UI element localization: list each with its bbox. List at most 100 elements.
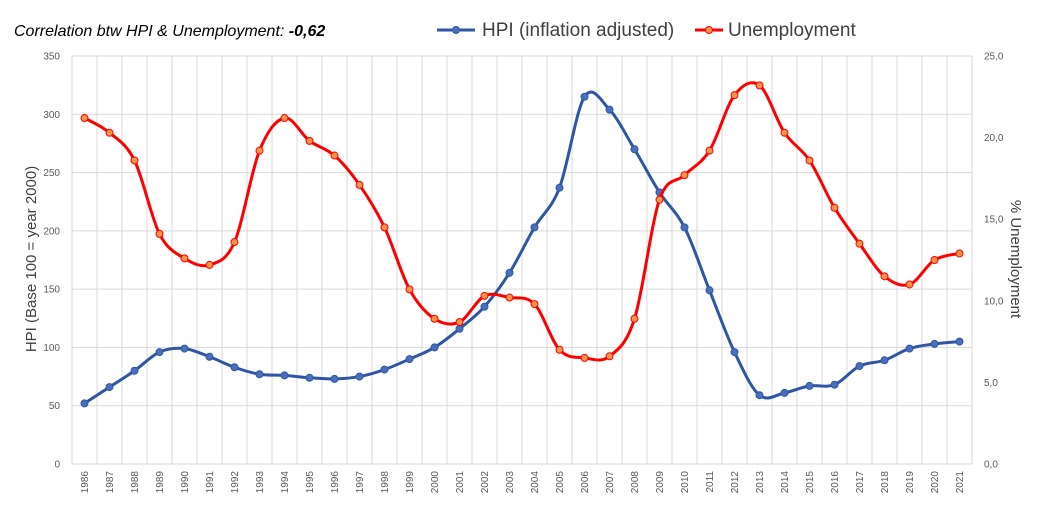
x-tick-label: 2012 <box>730 471 741 494</box>
series-unemployment-point <box>930 256 939 264</box>
series-hpi-point <box>855 362 864 371</box>
series-hpi-point <box>705 286 714 295</box>
x-tick-label: 2000 <box>430 471 441 494</box>
series-unemployment-point <box>130 156 139 165</box>
y-axis-left-title: HPI (Base 100 = year 2000) <box>23 166 40 352</box>
series-unemployment-point <box>730 91 739 100</box>
series-unemployment-point <box>380 223 389 232</box>
right-axis-ticks: 0,0 5,0 10,0 15,0 20,0 25,0 <box>984 52 1004 471</box>
series-unemployment-point <box>230 238 239 247</box>
series-hpi-point <box>430 343 439 352</box>
series-hpi-point <box>305 373 314 382</box>
y-left-tick-label: 250 <box>43 168 60 179</box>
x-tick-label: 1987 <box>105 471 116 494</box>
x-tick-label: 1989 <box>155 471 166 494</box>
series-unemployment-point <box>205 260 214 269</box>
y-axis-right-title: % Unemployment <box>1007 200 1024 319</box>
legend: HPI (inflation adjusted) Unemployment <box>437 20 856 41</box>
series-hpi-point <box>180 344 189 353</box>
y-right-tick-label: 0,0 <box>984 460 998 471</box>
x-tick-label: 1996 <box>330 471 341 494</box>
x-axis-ticks: 1986 1987 1988 1989 1990 1991 1992 1993 1994 1995… <box>80 471 966 494</box>
x-tick-label: 2017 <box>855 471 866 494</box>
series-unemployment-point <box>480 291 489 300</box>
series-unemployment-point <box>405 285 414 294</box>
y-left-tick-label: 350 <box>43 52 60 63</box>
series-unemployment-point <box>555 345 564 354</box>
series-hpi-point <box>580 92 589 101</box>
legend-hpi-label: HPI (inflation adjusted) <box>482 20 674 41</box>
series-unemployment <box>80 81 964 362</box>
x-tick-label: 2011 <box>705 471 716 493</box>
x-tick-label: 2014 <box>780 471 791 494</box>
x-tick-label: 2019 <box>905 471 916 494</box>
series-unemployment-point <box>830 203 839 212</box>
y-right-tick-label: 10,0 <box>984 296 1004 307</box>
series-hpi-point <box>530 223 539 232</box>
series-hpi-point <box>130 366 139 375</box>
series-unemployment-point <box>455 318 464 327</box>
left-axis-ticks: 0 50 100 150 200 250 300 350 <box>43 52 60 471</box>
legend-unemployment-label: Unemployment <box>728 20 856 41</box>
series-unemployment-point <box>905 280 914 289</box>
x-tick-label: 2001 <box>455 471 466 494</box>
series-unemployment-point <box>855 239 864 248</box>
series-hpi-point <box>905 344 914 353</box>
series-unemployment-point <box>805 156 814 165</box>
x-tick-label: 1988 <box>130 471 141 494</box>
series-hpi-point <box>230 363 239 372</box>
x-tick-label: 2003 <box>505 471 516 494</box>
series-hpi-point <box>555 183 564 192</box>
x-tick-label: 2009 <box>655 471 666 494</box>
series-hpi-point <box>730 348 739 357</box>
series-unemployment-point <box>655 195 664 204</box>
chart-title-value: -0,62 <box>289 23 326 40</box>
x-tick-label: 2002 <box>480 471 491 494</box>
series-hpi-point <box>255 370 264 379</box>
series-unemployment-point <box>255 146 264 155</box>
legend-unemployment-marker <box>705 26 713 34</box>
x-tick-label: 2010 <box>680 471 691 494</box>
x-tick-label: 2008 <box>630 471 641 494</box>
series-hpi-point <box>380 365 389 374</box>
series-hpi-point <box>155 348 164 357</box>
series-hpi-point <box>280 371 289 380</box>
series-unemployment-point <box>530 300 539 309</box>
series-unemployment-point <box>305 136 314 145</box>
series-hpi-point <box>755 391 764 400</box>
x-tick-label: 2006 <box>580 471 591 494</box>
y-left-tick-label: 200 <box>43 226 60 237</box>
x-tick-label: 2007 <box>605 471 616 494</box>
y-left-tick-label: 100 <box>43 343 60 354</box>
y-right-tick-label: 25,0 <box>984 52 1004 63</box>
series-unemployment-point <box>280 114 289 123</box>
series-hpi-point <box>355 372 364 381</box>
series-hpi-point <box>880 356 889 365</box>
series-unemployment-point <box>705 146 714 155</box>
y-right-tick-label: 15,0 <box>984 215 1004 226</box>
series-unemployment-point <box>630 314 639 323</box>
legend-hpi-marker <box>452 26 460 34</box>
series-hpi-point <box>80 399 89 408</box>
series-hpi-point <box>455 324 464 333</box>
x-tick-label: 1993 <box>255 471 266 494</box>
x-tick-label: 1991 <box>205 471 216 494</box>
x-tick-label: 1992 <box>230 471 241 494</box>
x-tick-label: 1994 <box>280 471 291 494</box>
series-hpi-point <box>630 145 639 154</box>
x-tick-label: 1999 <box>405 471 416 494</box>
series-hpi-point <box>605 105 614 114</box>
series-hpi-point <box>105 383 114 392</box>
chart-title-prefix: Correlation btw HPI & Unemployment: <box>14 23 289 40</box>
y-left-tick-label: 300 <box>43 110 60 121</box>
series-hpi-point <box>405 355 414 364</box>
series-unemployment-point <box>880 272 889 281</box>
series-unemployment-point <box>355 180 364 189</box>
series-unemployment-point <box>505 293 514 302</box>
series-unemployment-point <box>430 314 439 323</box>
x-tick-label: 2013 <box>755 471 766 494</box>
series-unemployment-point <box>155 229 164 238</box>
y-left-tick-label: 150 <box>43 285 60 296</box>
series-unemployment-point <box>780 128 789 137</box>
